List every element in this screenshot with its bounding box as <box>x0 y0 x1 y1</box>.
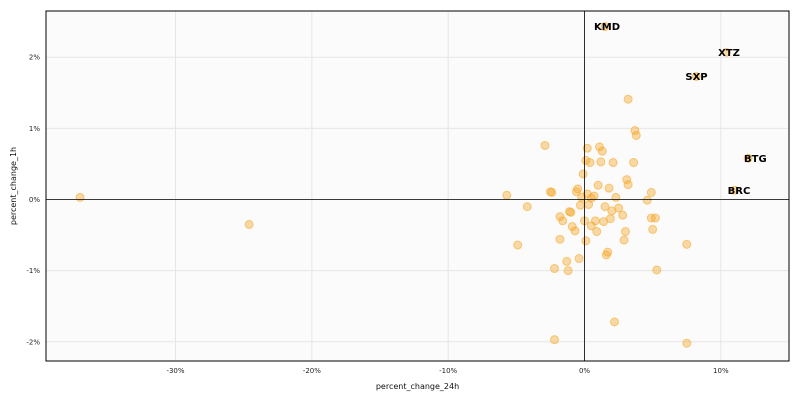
y-tick-label: -2% <box>26 338 40 346</box>
data-point <box>566 207 576 217</box>
data-point <box>513 240 523 250</box>
data-point <box>629 158 639 168</box>
data-point <box>596 157 606 167</box>
data-point <box>650 213 660 223</box>
data-point <box>589 191 599 201</box>
data-point <box>244 219 254 229</box>
plot-border <box>45 10 790 362</box>
data-point <box>618 210 628 220</box>
data-point <box>631 130 641 140</box>
data-point <box>605 214 615 224</box>
point-annotation: XTZ <box>718 48 740 59</box>
annotations: KMD XTZ SXP BTG BRC <box>594 22 767 197</box>
data-point <box>691 71 701 81</box>
data-point <box>570 226 580 236</box>
data-point <box>603 247 613 257</box>
x-tick-label: -30% <box>166 367 184 375</box>
data-point <box>582 143 592 153</box>
x-tick-label: 0% <box>579 367 590 375</box>
y-axis-ticks: -2% -1% 0% 1% 2% <box>26 54 40 347</box>
data-point <box>646 187 656 197</box>
grid-lines <box>46 11 789 361</box>
data-point <box>604 183 614 193</box>
y-tick-label: 1% <box>29 125 40 133</box>
y-axis-title: percent_change_1h <box>9 147 18 225</box>
data-point <box>682 338 692 348</box>
data-point <box>682 239 692 249</box>
data-point <box>611 192 621 202</box>
data-point <box>550 264 560 274</box>
data-point <box>729 185 739 195</box>
data-point <box>623 94 633 104</box>
y-tick-label: -1% <box>26 267 40 275</box>
data-point <box>75 192 85 202</box>
point-annotation: SXP <box>685 72 707 83</box>
data-point <box>642 195 652 205</box>
data-point <box>502 190 512 200</box>
data-point <box>592 227 602 237</box>
data-point <box>558 216 568 226</box>
data-points <box>75 22 753 348</box>
reference-lines <box>46 11 789 361</box>
y-tick-label: 0% <box>29 196 40 204</box>
data-point <box>573 184 583 194</box>
x-axis-ticks: -30% -20% -10% 0% 10% <box>166 367 728 375</box>
y-tick-label: 2% <box>29 54 40 62</box>
data-point <box>609 317 619 327</box>
point-annotation: BTG <box>744 154 767 165</box>
x-tick-label: -20% <box>303 367 321 375</box>
data-point <box>600 22 610 32</box>
data-point <box>743 153 753 163</box>
data-point <box>600 202 610 212</box>
data-point <box>581 236 591 246</box>
data-point <box>522 202 532 212</box>
x-axis-title: percent_change_24h <box>376 382 459 391</box>
data-point <box>540 140 550 150</box>
data-point <box>590 216 600 226</box>
data-point <box>648 224 658 234</box>
data-point <box>550 335 560 345</box>
data-point <box>652 265 662 275</box>
data-point <box>585 158 595 168</box>
data-point <box>555 234 565 244</box>
data-point <box>597 146 607 156</box>
x-tick-label: 10% <box>713 367 729 375</box>
data-point <box>614 203 624 213</box>
data-point <box>619 235 629 245</box>
data-point <box>574 254 584 264</box>
x-tick-label: -10% <box>439 367 457 375</box>
plot-area <box>46 11 789 361</box>
data-point <box>620 227 630 237</box>
data-point <box>575 200 585 210</box>
data-point <box>623 180 633 190</box>
data-point <box>593 180 603 190</box>
data-point <box>547 187 557 197</box>
point-annotation: BRC <box>728 186 751 197</box>
data-point <box>608 158 618 168</box>
data-point <box>721 47 731 57</box>
data-point <box>562 256 572 266</box>
point-annotation: KMD <box>594 22 620 33</box>
data-point <box>578 169 588 179</box>
data-point <box>563 266 573 276</box>
